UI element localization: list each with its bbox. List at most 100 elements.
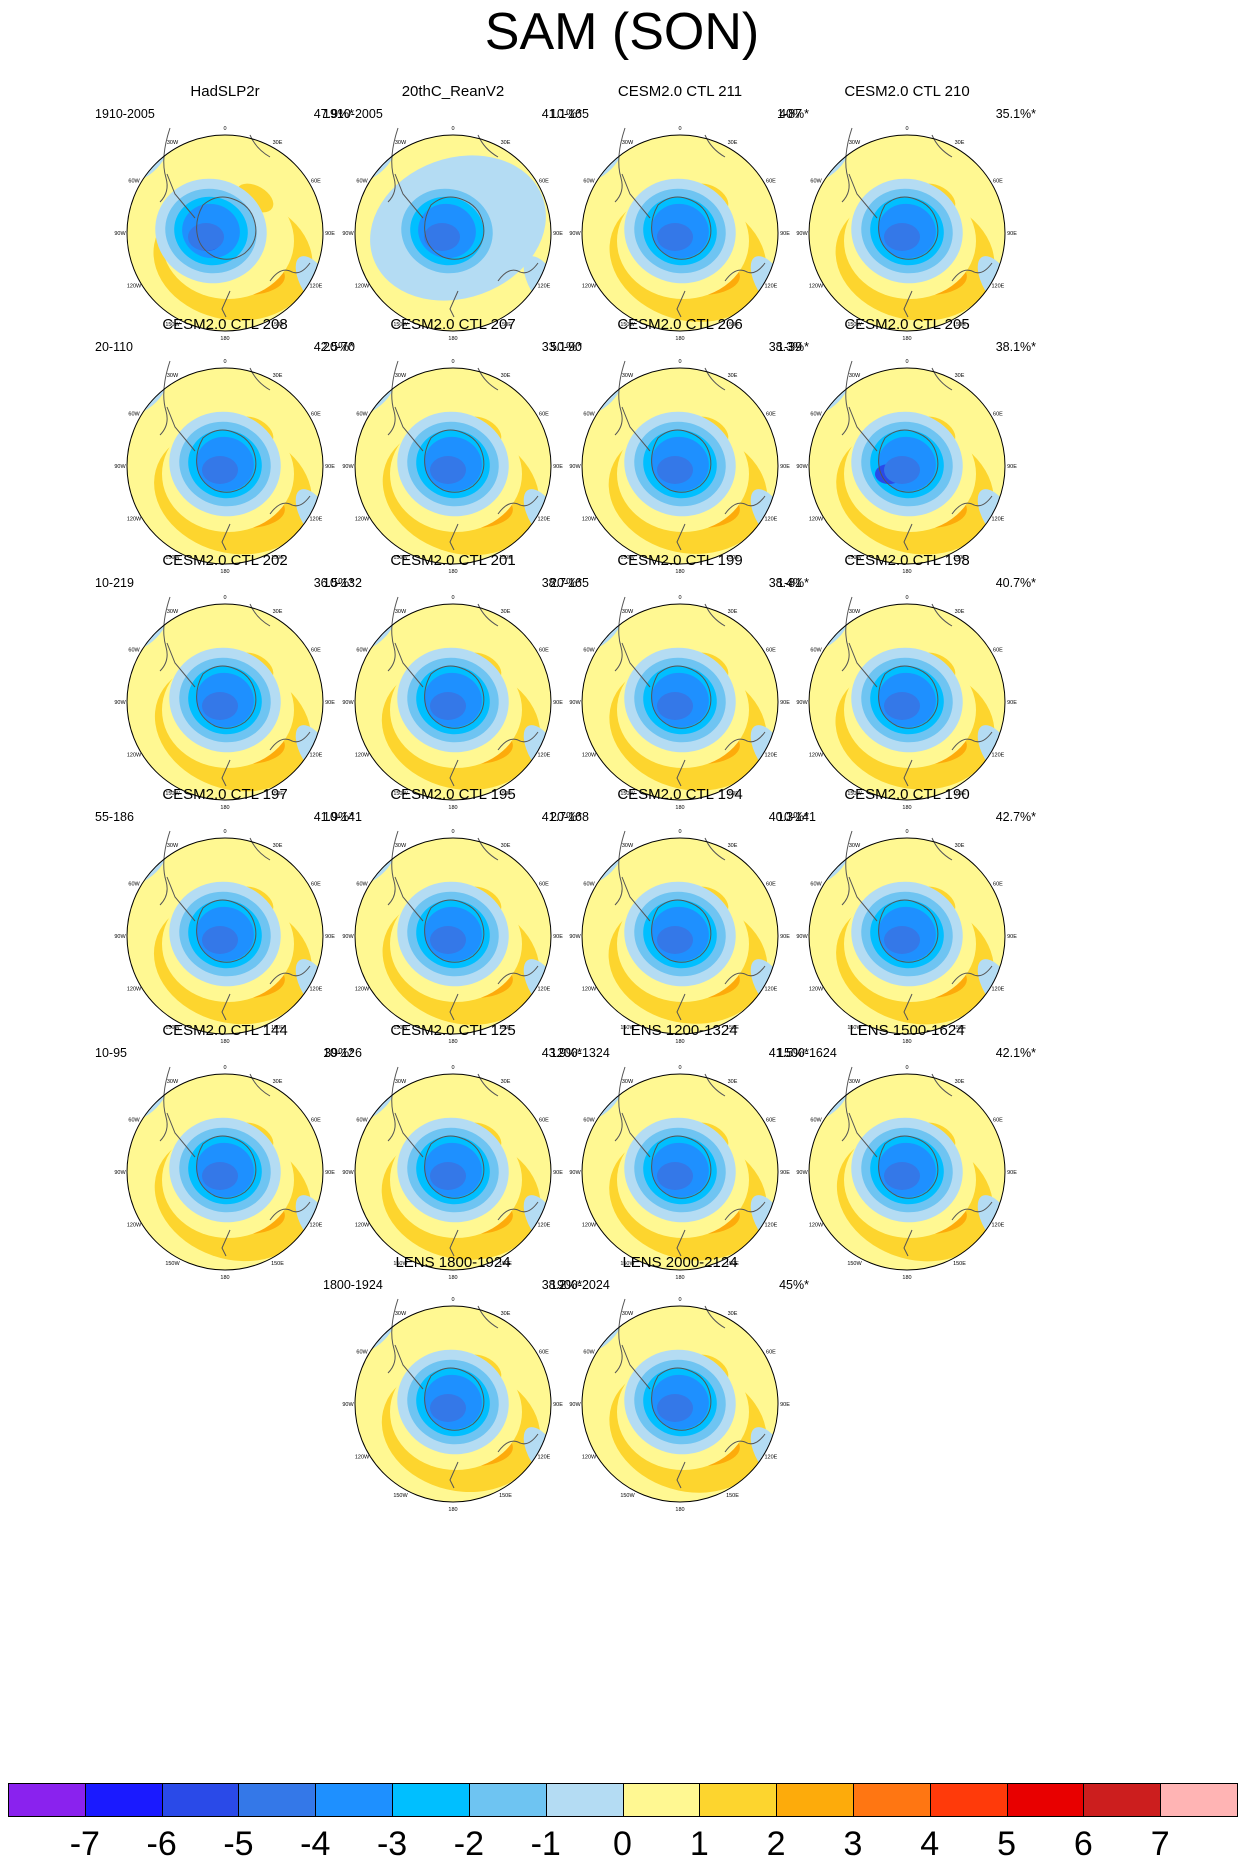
coastlines bbox=[159, 360, 311, 551]
lon-label: 90W bbox=[342, 700, 354, 706]
map-panel: 0 30E 60E 90E 120E 150E 180 150W 120W 90W 60W 30W CE… bbox=[318, 316, 588, 586]
lon-label: 150W bbox=[847, 555, 862, 561]
lon-label: 60E bbox=[993, 648, 1003, 654]
lon-label: 60W bbox=[583, 1118, 595, 1124]
lon-label: 120W bbox=[809, 1223, 824, 1229]
pressure-anomaly-field bbox=[355, 368, 551, 564]
lon-label: 90W bbox=[569, 231, 581, 237]
panel-period: 1-87 bbox=[777, 107, 803, 121]
colorbar-tick-label: 5 bbox=[997, 1825, 1017, 1863]
lon-label: 150E bbox=[499, 791, 512, 797]
lon-label: 120W bbox=[355, 1223, 370, 1229]
lon-label: 90W bbox=[342, 1170, 354, 1176]
lon-label: 180 bbox=[220, 805, 229, 811]
panel-variance-pct: 41.5%* bbox=[768, 1046, 809, 1060]
polar-map: 0 30E 60E 90E 120E 150E 180 150W 120W 90W 60W 30W bbox=[114, 126, 335, 342]
lon-label: 90E bbox=[1007, 464, 1017, 470]
lon-label: 0 bbox=[678, 595, 681, 601]
lon-label: 30E bbox=[501, 1079, 511, 1085]
lon-label: 90W bbox=[796, 231, 808, 237]
map-panel: 0 30E 60E 90E 120E 150E 180 150W 120W 90W 60W 30W CE… bbox=[545, 316, 815, 586]
panel-title: LENS 1500-1624 bbox=[849, 1022, 965, 1039]
panel-title: HadSLP2r bbox=[190, 83, 260, 100]
lon-label: 90E bbox=[325, 934, 335, 940]
lon-label: 30E bbox=[501, 1311, 511, 1317]
polar-map: 0 30E 60E 90E 120E 150E 180 150W 120W 90W 60W 30W bbox=[796, 1065, 1017, 1281]
lon-label: 30W bbox=[167, 140, 179, 146]
colorbar-swatch bbox=[392, 1783, 470, 1817]
lon-label: 0 bbox=[451, 829, 454, 835]
lon-label: 120W bbox=[355, 517, 370, 523]
lon-label: 30W bbox=[167, 373, 179, 379]
lon-label: 120E bbox=[765, 284, 778, 290]
polar-map: 0 30E 60E 90E 120E 150E 180 150W 120W 90W 60W 30W bbox=[796, 359, 1017, 575]
lon-label: 120E bbox=[765, 1455, 778, 1461]
coastlines bbox=[159, 830, 311, 1021]
pressure-anomaly-field bbox=[582, 604, 778, 800]
colorbar-tick-label: -3 bbox=[376, 1825, 408, 1863]
lon-label: 60W bbox=[583, 412, 595, 418]
lon-label: 150E bbox=[953, 1025, 966, 1031]
lon-label: 150W bbox=[165, 1025, 180, 1031]
lon-label: 90W bbox=[114, 464, 126, 470]
lon-label: 180 bbox=[902, 1039, 911, 1045]
polar-map: 0 30E 60E 90E 120E 150E 180 150W 120W 90W 60W 30W bbox=[569, 595, 790, 811]
polar-map: 0 30E 60E 90E 120E 150E 180 150W 120W 90W 60W 30W bbox=[569, 829, 790, 1045]
lon-label: 90E bbox=[325, 464, 335, 470]
lon-label: 150E bbox=[271, 1025, 284, 1031]
colorbar-tick-label: 4 bbox=[920, 1825, 940, 1863]
lon-label: 150W bbox=[165, 322, 180, 328]
lon-label: 120E bbox=[765, 517, 778, 523]
lon-label: 60W bbox=[810, 1118, 822, 1124]
lon-label: 60E bbox=[993, 1118, 1003, 1124]
map-panel: 0 30E 60E 90E 120E 150E 180 150W 120W 90W 60W 30W LE… bbox=[545, 1022, 815, 1292]
lon-label: 90W bbox=[569, 1402, 581, 1408]
lon-label: 90W bbox=[342, 1402, 354, 1408]
panel-title: LENS 1200-1324 bbox=[622, 1022, 738, 1039]
polar-map: 0 30E 60E 90E 120E 150E 180 150W 120W 90W 60W 30W bbox=[569, 1065, 790, 1281]
lon-label: 120E bbox=[992, 284, 1005, 290]
lon-label: 120E bbox=[538, 517, 551, 523]
lon-label: 30E bbox=[728, 373, 738, 379]
panel-period: 10-126 bbox=[323, 1046, 362, 1060]
lon-label: 30W bbox=[849, 843, 861, 849]
lon-label: 30E bbox=[273, 843, 283, 849]
colorbar-tick-label: -7 bbox=[69, 1825, 100, 1863]
panel-variance-pct: 38.7%* bbox=[541, 576, 582, 590]
lon-label: 90E bbox=[1007, 231, 1017, 237]
lon-label: 60W bbox=[128, 1118, 140, 1124]
lon-label: 120W bbox=[582, 1223, 597, 1229]
lon-label: 90W bbox=[796, 700, 808, 706]
lon-label: 60W bbox=[128, 648, 140, 654]
lon-label: 90W bbox=[342, 464, 354, 470]
map-panel: 0 30E 60E 90E 120E 150E 180 150W 120W 90W 60W 30W Ha… bbox=[90, 83, 360, 353]
lon-label: 0 bbox=[678, 1297, 681, 1303]
lon-label: 30W bbox=[395, 843, 407, 849]
lon-label: 90E bbox=[780, 231, 790, 237]
polar-map: 0 30E 60E 90E 120E 150E 180 150W 120W 90W 60W 30W bbox=[342, 1065, 563, 1281]
lon-label: 0 bbox=[905, 1065, 908, 1071]
lon-label: 90E bbox=[1007, 1170, 1017, 1176]
lon-label: 60E bbox=[766, 882, 776, 888]
map-panel: 0 30E 60E 90E 120E 150E 180 150W 120W 90W 60W 30W LE… bbox=[545, 1254, 815, 1524]
map-panel: 0 30E 60E 90E 120E 150E 180 150W 120W 90W 60W 30W CE… bbox=[90, 552, 360, 822]
lon-label: 30W bbox=[849, 1079, 861, 1085]
panel-title: CESM2.0 CTL 201 bbox=[390, 552, 516, 569]
lon-label: 90W bbox=[114, 934, 126, 940]
lon-label: 180 bbox=[902, 336, 911, 342]
lon-label: 120E bbox=[992, 753, 1005, 759]
panel-variance-pct: 33.1%* bbox=[541, 340, 582, 354]
colorbar-tick-label: 0 bbox=[613, 1825, 632, 1863]
panel-variance-pct: 36.5%* bbox=[313, 576, 354, 590]
lon-label: 0 bbox=[905, 359, 908, 365]
panel-title: CESM2.0 CTL 210 bbox=[844, 83, 970, 100]
lon-label: 90E bbox=[553, 1402, 563, 1408]
lon-label: 120W bbox=[582, 753, 597, 759]
panel-title: CESM2.0 CTL 197 bbox=[162, 786, 288, 803]
polar-map: 0 30E 60E 90E 120E 150E 180 150W 120W 90W 60W 30W bbox=[114, 829, 335, 1045]
polar-map: 0 30E 60E 90E 120E 150E 180 150W 120W 90W 60W 30W bbox=[569, 126, 790, 342]
lon-label: 0 bbox=[451, 359, 454, 365]
lon-label: 30E bbox=[728, 140, 738, 146]
lon-label: 0 bbox=[451, 1065, 454, 1071]
map-panel: 0 30E 60E 90E 120E 150E 180 150W 120W 90W 60W 30W CE… bbox=[318, 1022, 588, 1292]
